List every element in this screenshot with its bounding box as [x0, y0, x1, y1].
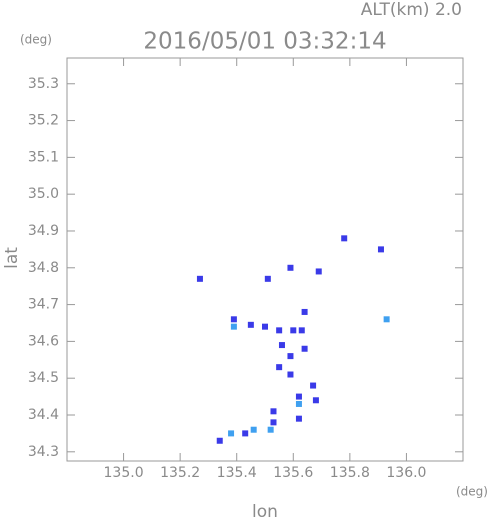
x-tick-label: 135.4	[217, 465, 257, 481]
echo-cell	[315, 268, 322, 275]
y-tick-label: 35.3	[28, 76, 59, 92]
echo-cell	[276, 327, 283, 334]
echo-cell	[298, 327, 305, 334]
echo-cell	[377, 246, 384, 253]
echo-cell	[295, 393, 302, 400]
x-tick-label: 135.2	[160, 465, 200, 481]
echo-cell	[264, 275, 271, 282]
echo-cell	[196, 275, 203, 282]
echo-cell	[290, 327, 297, 334]
y-tick-label: 35.1	[28, 149, 59, 165]
echo-cell	[301, 345, 308, 352]
echo-cell	[310, 382, 317, 389]
echo-cell	[312, 397, 319, 404]
chart-title: 2016/05/01 03:32:14	[143, 29, 386, 55]
echo-cell	[216, 437, 223, 444]
echo-cell	[301, 308, 308, 315]
x-tick-label: 136.0	[386, 465, 426, 481]
echo-cell	[242, 430, 249, 437]
echo-cell	[287, 264, 294, 271]
echo-cell	[230, 316, 237, 323]
y-tick-label: 34.8	[28, 260, 59, 276]
y-tick-label: 34.7	[28, 297, 59, 313]
echo-cell	[262, 323, 268, 330]
y-tick-label: 35.0	[28, 186, 59, 202]
echo-cell	[341, 235, 348, 242]
echo-cell	[287, 353, 294, 360]
y-tick-label: 34.4	[28, 407, 59, 423]
y-tick-label: 34.6	[28, 333, 59, 349]
plot-frame	[66, 57, 464, 462]
y-axis-label: lat	[2, 247, 22, 269]
echo-cell	[295, 400, 302, 407]
echo-cell	[287, 371, 294, 378]
x-axis-label: lon	[252, 502, 278, 521]
echo-cell	[267, 426, 274, 433]
echo-cell	[228, 430, 235, 437]
echo-cell	[270, 419, 277, 426]
x-tick-label: 135.8	[330, 465, 370, 481]
echo-cell	[278, 342, 285, 349]
echo-cell	[276, 364, 283, 371]
echo-cell	[250, 426, 257, 433]
echo-cell	[230, 323, 237, 330]
y-tick-label: 35.2	[28, 113, 59, 129]
echo-cell	[383, 316, 390, 323]
echo-cell	[247, 321, 254, 328]
x-tick-label: 135.6	[273, 465, 313, 481]
y-tick-label: 34.3	[28, 444, 59, 460]
y-tick-label: 34.5	[28, 370, 59, 386]
x-unit: (deg)	[456, 485, 488, 499]
echo-cell	[270, 408, 277, 415]
altitude-label: ALT(km) 2.0	[361, 0, 462, 20]
echo-cell	[295, 415, 302, 422]
y-tick-label: 34.9	[28, 223, 59, 239]
y-unit: (deg)	[20, 33, 52, 47]
x-tick-label: 135.0	[104, 465, 144, 481]
